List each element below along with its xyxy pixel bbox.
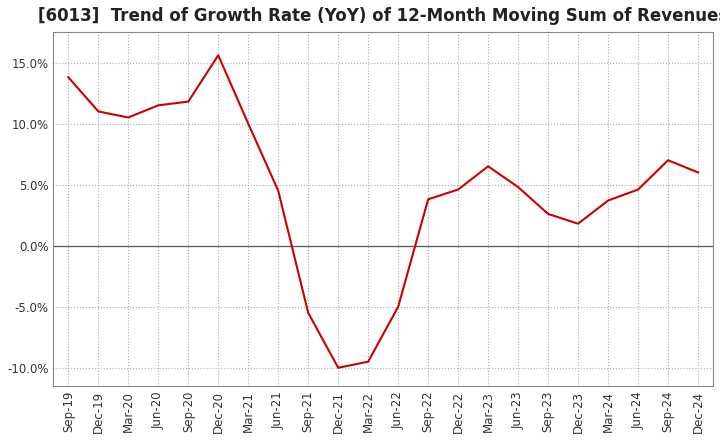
Title: [6013]  Trend of Growth Rate (YoY) of 12-Month Moving Sum of Revenues: [6013] Trend of Growth Rate (YoY) of 12-…: [38, 7, 720, 25]
